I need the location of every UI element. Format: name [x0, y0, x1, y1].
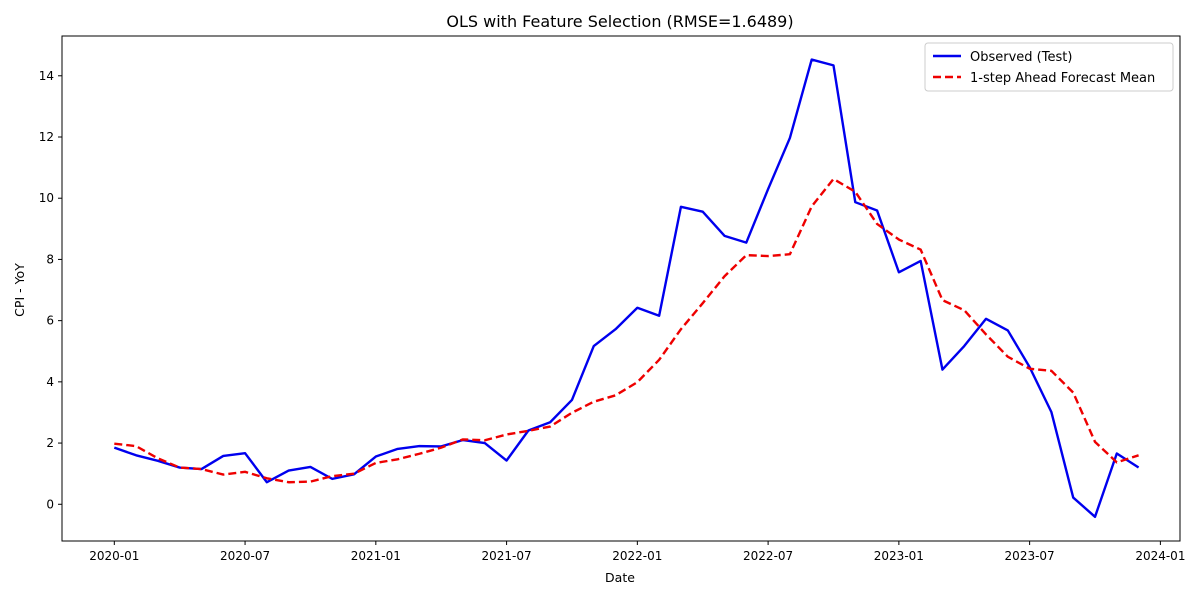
chart-title: OLS with Feature Selection (RMSE=1.6489): [446, 12, 793, 31]
x-tick-label: 2024-01: [1135, 549, 1185, 563]
x-axis-label: Date: [605, 570, 635, 585]
y-tick-label: 6: [46, 314, 54, 328]
legend-label-0: Observed (Test): [970, 50, 1072, 65]
x-tick-label: 2022-01: [612, 549, 662, 563]
y-axis-label: CPI - YoY: [12, 263, 27, 317]
series-line-0: [113, 58, 1140, 519]
plot-area: [61, 35, 1181, 542]
x-tick-label: 2023-01: [874, 549, 924, 563]
y-tick-label: 12: [39, 130, 54, 144]
y-tick-label: 4: [46, 375, 54, 389]
legend: Observed (Test) 1-step Ahead Forecast Mea…: [924, 42, 1174, 92]
x-tick-label: 2022-07: [743, 549, 793, 563]
y-tick-label: 2: [46, 436, 54, 450]
legend-box: [924, 42, 1174, 92]
legend-label-1: 1-step Ahead Forecast Mean: [970, 71, 1155, 86]
x-tick-label: 2023-07: [1005, 549, 1055, 563]
x-tick-label: 2020-01: [89, 549, 139, 563]
plot-frame: [61, 35, 1181, 542]
x-tick-label: 2020-07: [220, 549, 270, 563]
x-axis: 2020-01 2020-07 2021-01 2021-07 2022-01 2022-…: [89, 541, 1185, 563]
x-tick-label: 2021-07: [482, 549, 532, 563]
y-tick-label: 0: [46, 497, 54, 511]
y-axis: 0 2 4 6 8 10 12 14: [39, 69, 62, 511]
y-tick-label: 10: [39, 191, 54, 205]
series-line-1: [114, 177, 1139, 484]
x-tick-label: 2021-01: [351, 549, 401, 563]
y-tick-label: 8: [46, 252, 54, 266]
y-tick-label: 14: [39, 69, 54, 83]
